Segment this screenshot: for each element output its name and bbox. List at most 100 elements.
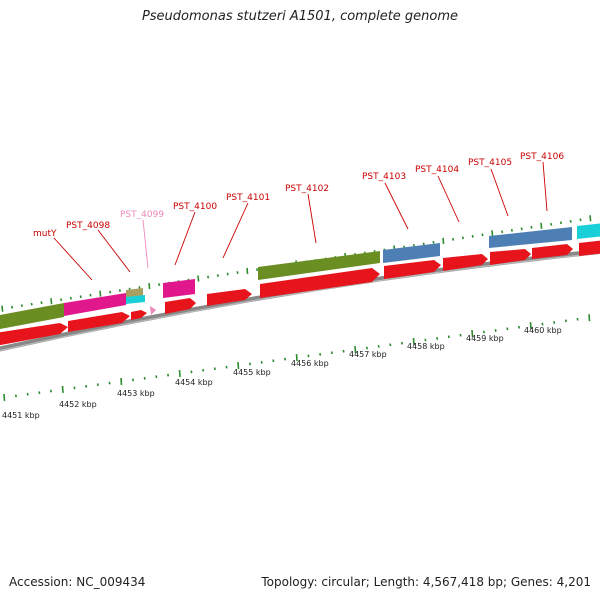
tick-mark [510, 228, 513, 232]
cds-arrow-7[interactable] [384, 260, 441, 279]
tick-mark [452, 237, 455, 241]
gene-label[interactable]: PST_4103 [362, 172, 406, 182]
tick-mark [99, 290, 102, 297]
tick-mark [588, 314, 591, 322]
tick-mark [401, 341, 404, 345]
tick-mark [73, 386, 76, 390]
tick-mark [491, 230, 494, 237]
accession-text: Accession: NC_009434 [9, 575, 146, 589]
gene-label[interactable]: PST_4104 [415, 165, 459, 175]
cds-arrow-11[interactable] [579, 240, 600, 256]
tick-mark [540, 222, 543, 229]
cds-arrow-4[interactable] [165, 298, 196, 314]
tick-mark [256, 268, 259, 271]
tick-mark [131, 378, 134, 382]
tick-mark [541, 322, 544, 326]
tick-mark [518, 325, 521, 329]
tick-mark [529, 322, 532, 330]
kbp-label: 4456 kbp [291, 359, 329, 368]
tick-mark [155, 375, 158, 379]
kbp-label: 4460 kbp [524, 326, 562, 335]
gene-leader-lines [53, 161, 548, 281]
cds-arrow-1[interactable] [0, 323, 68, 346]
tick-mark [365, 346, 368, 350]
tick-mark [307, 354, 310, 358]
gene-label[interactable]: PST_4100 [173, 202, 217, 212]
tick-mark [109, 290, 112, 294]
feature-cyan-small[interactable] [126, 295, 145, 304]
tick-mark [26, 392, 29, 396]
tick-mark [197, 275, 200, 282]
feature-magenta-4100[interactable] [163, 279, 195, 298]
tick-mark [436, 336, 439, 340]
cds-arrow-pink[interactable] [150, 306, 156, 315]
feature-tan-small[interactable] [126, 288, 143, 298]
tick-mark [459, 333, 462, 337]
tick-mark [69, 296, 72, 300]
gene-label[interactable]: PST_4101 [226, 193, 270, 203]
kbp-label: 4459 kbp [466, 334, 504, 343]
lower-tick-row [3, 314, 591, 402]
tick-mark [89, 293, 92, 297]
tick-mark [422, 242, 425, 246]
tick-mark [167, 373, 170, 377]
tick-mark [248, 362, 251, 366]
cds-arrow-3[interactable] [131, 310, 147, 320]
gene-label[interactable]: PST_4098 [66, 221, 110, 231]
tick-mark [272, 359, 275, 363]
tick-mark [225, 365, 228, 369]
cds-arrow-5[interactable] [207, 289, 252, 306]
gene-label[interactable]: PST_4106 [520, 152, 564, 162]
cds-arrow-10[interactable] [532, 244, 573, 259]
tick-mark [284, 357, 287, 361]
tick-mark [442, 237, 445, 244]
tick-mark [330, 351, 333, 355]
kbp-label: 4455 kbp [233, 368, 271, 377]
tick-mark [190, 370, 193, 374]
feature-blue-4103[interactable] [383, 243, 440, 263]
tick-mark [61, 385, 64, 394]
kbp-label: 4453 kbp [117, 389, 155, 398]
feature-cyan-right[interactable] [577, 223, 600, 239]
tick-mark [389, 343, 392, 347]
tick-mark [295, 354, 298, 362]
tick-mark [120, 377, 123, 386]
cds-arrow-6[interactable] [260, 268, 380, 298]
tick-mark [569, 219, 572, 223]
tick-mark [432, 240, 435, 244]
tick-mark [158, 283, 161, 287]
tick-mark [494, 329, 497, 332]
tick-mark [108, 381, 111, 385]
tick-mark [246, 267, 249, 275]
feature-blue-4105[interactable] [489, 227, 572, 248]
tick-mark [447, 335, 450, 339]
tick-mark [559, 221, 562, 225]
tick-mark [1, 305, 4, 312]
tick-mark [3, 393, 6, 402]
gene-label[interactable]: PST_4099 [120, 210, 164, 220]
cds-arrow-9[interactable] [490, 249, 531, 265]
cds-arrow-2[interactable] [68, 312, 130, 332]
cds-arrow-8[interactable] [443, 254, 488, 271]
tick-mark [576, 317, 579, 321]
tick-mark [506, 327, 509, 331]
upper-tick-row [1, 215, 592, 312]
tick-mark [148, 283, 151, 290]
tick-mark [553, 321, 556, 324]
feature-magenta-4098[interactable] [64, 293, 126, 316]
feature-olive-left[interactable] [0, 303, 64, 330]
map-title: Pseudomonas stutzeri A1501, complete gen… [141, 9, 459, 24]
tick-mark [50, 298, 53, 305]
tick-mark [260, 360, 263, 364]
tick-mark [579, 218, 582, 222]
gene-label[interactable]: PST_4105 [468, 158, 512, 168]
gene-label[interactable]: mutY [33, 229, 57, 239]
tick-mark [461, 236, 464, 240]
tick-mark [118, 289, 121, 293]
gene-label[interactable]: PST_4102 [285, 184, 329, 194]
tick-mark [207, 275, 210, 279]
tick-mark [143, 376, 146, 380]
feature-olive-4102[interactable] [258, 251, 380, 280]
tick-mark [216, 274, 219, 277]
